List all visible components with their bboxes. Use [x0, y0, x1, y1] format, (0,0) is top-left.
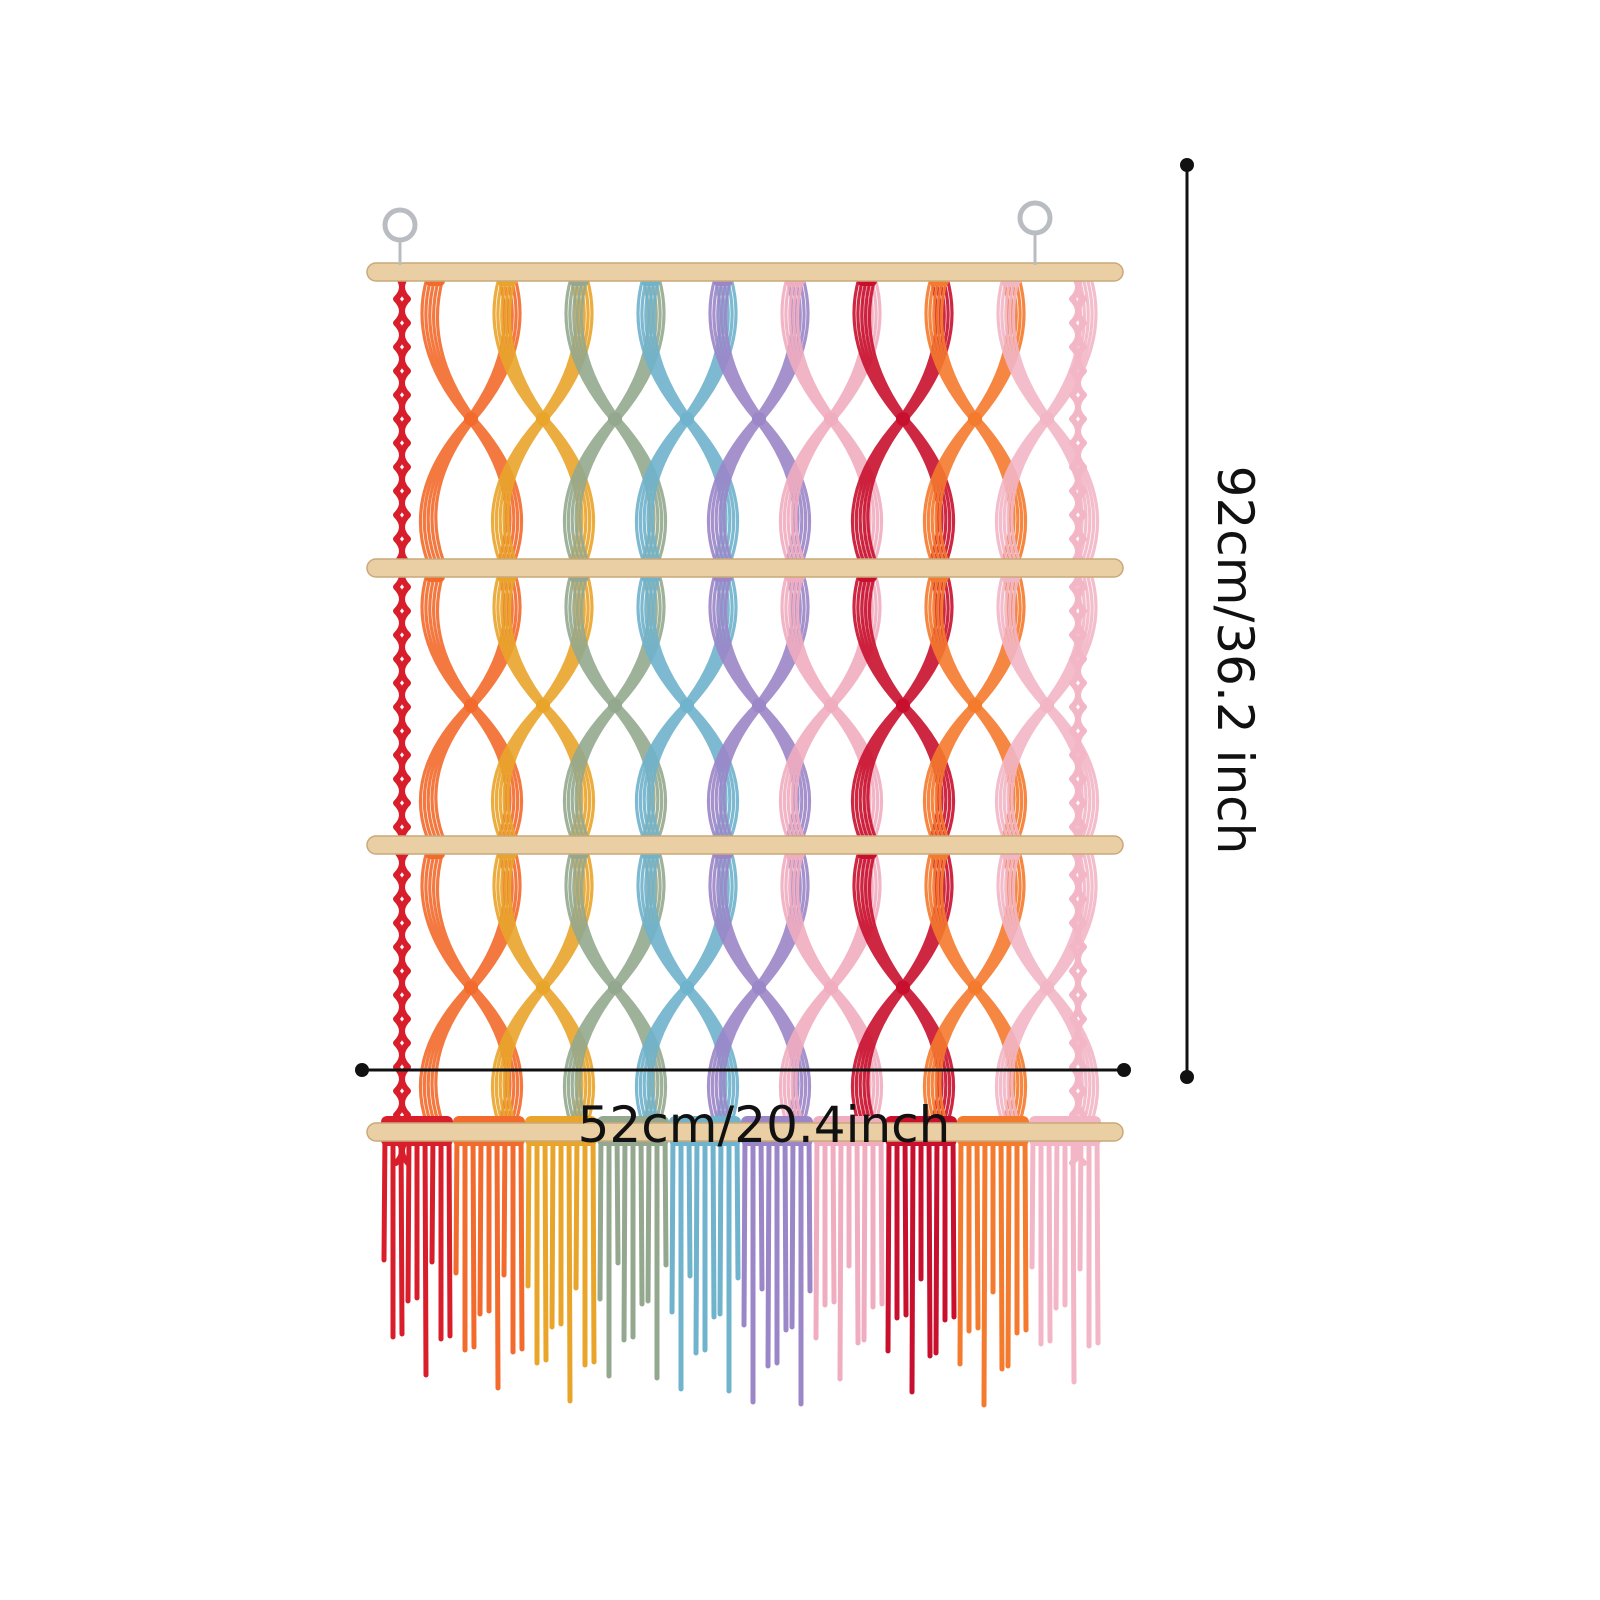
width-dimension: 52cm/20.4inch: [355, 1063, 1131, 1154]
knot: [896, 698, 910, 713]
knot: [608, 980, 622, 995]
fringe: [957, 1129, 1029, 1408]
macrame-wall-hanging: [366, 200, 1124, 1408]
knot: [536, 698, 550, 713]
knot: [968, 980, 982, 995]
knot: [464, 412, 478, 426]
net-strands: [994, 573, 1100, 838]
fringe: [597, 1129, 669, 1381]
fringe: [885, 1129, 957, 1395]
height-dimension-bottom-dot: [1180, 1070, 1194, 1084]
knot: [680, 698, 694, 713]
knot: [896, 980, 910, 995]
knot: [1040, 980, 1054, 995]
fringe: [525, 1129, 597, 1404]
width-dimension-right-dot: [1117, 1063, 1131, 1077]
net-strands: [994, 277, 1100, 561]
fringe: [1029, 1129, 1101, 1385]
knot: [536, 980, 550, 995]
width-dimension-left-dot: [355, 1063, 369, 1077]
fringe: [453, 1129, 525, 1391]
knot: [464, 698, 478, 713]
knot: [752, 412, 766, 426]
height-label: 92cm/36.2 inch: [1206, 466, 1264, 855]
fringe: [381, 1129, 453, 1378]
net-strands: [994, 850, 1100, 1125]
fringe: [669, 1129, 741, 1394]
knot: [896, 412, 910, 426]
knot: [680, 412, 694, 426]
knot: [824, 980, 838, 995]
knot: [536, 412, 550, 426]
fringe: [741, 1129, 813, 1407]
wooden-dowel: [366, 835, 1124, 855]
knot: [968, 698, 982, 713]
knot: [752, 698, 766, 713]
knot: [824, 412, 838, 426]
knot: [752, 980, 766, 995]
knot: [464, 980, 478, 995]
knot: [680, 980, 694, 995]
knot: [608, 698, 622, 713]
height-dimension: 92cm/36.2 inch: [1180, 158, 1264, 1084]
knot: [1040, 412, 1054, 426]
fringe: [813, 1129, 885, 1382]
height-dimension-top-dot: [1180, 158, 1194, 172]
wooden-dowel: [366, 262, 1124, 282]
wooden-dowel: [366, 558, 1124, 578]
width-label: 52cm/20.4inch: [578, 1096, 951, 1154]
knot: [608, 412, 622, 426]
wooden-dowel: [366, 1122, 1124, 1142]
knot: [824, 698, 838, 713]
knot: [1040, 698, 1054, 713]
knot: [968, 412, 982, 426]
